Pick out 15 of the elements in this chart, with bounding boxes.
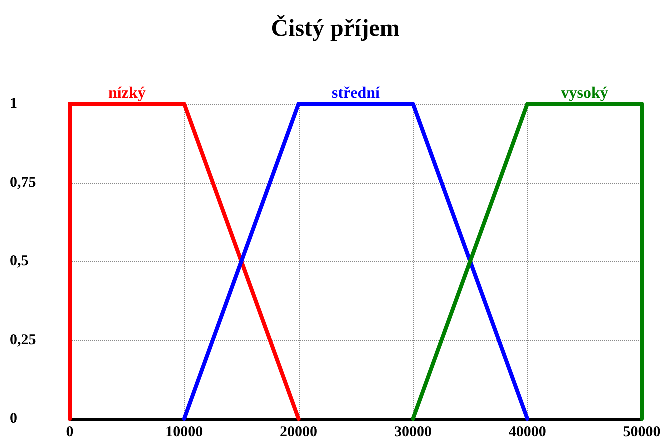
series-label: vysoký: [561, 85, 608, 102]
x-tick-label: 0: [66, 424, 74, 440]
x-tick-label: 10000: [166, 424, 204, 440]
x-tick-label: 40000: [508, 424, 546, 440]
y-tick-label: 0: [10, 411, 18, 427]
y-tick-label: 0,25: [10, 332, 36, 348]
y-tick-label: 0,5: [10, 254, 29, 270]
chart-title: Čistý příjem: [271, 15, 400, 42]
x-tick-label: 50000: [623, 424, 661, 440]
x-tick-label: 20000: [280, 424, 318, 440]
series-label: střední: [332, 85, 381, 102]
y-tick-label: 0,75: [10, 174, 36, 191]
y-tick-label: 1: [10, 96, 18, 112]
x-tick-label: 30000: [394, 424, 432, 440]
series-label: nízký: [108, 85, 146, 102]
